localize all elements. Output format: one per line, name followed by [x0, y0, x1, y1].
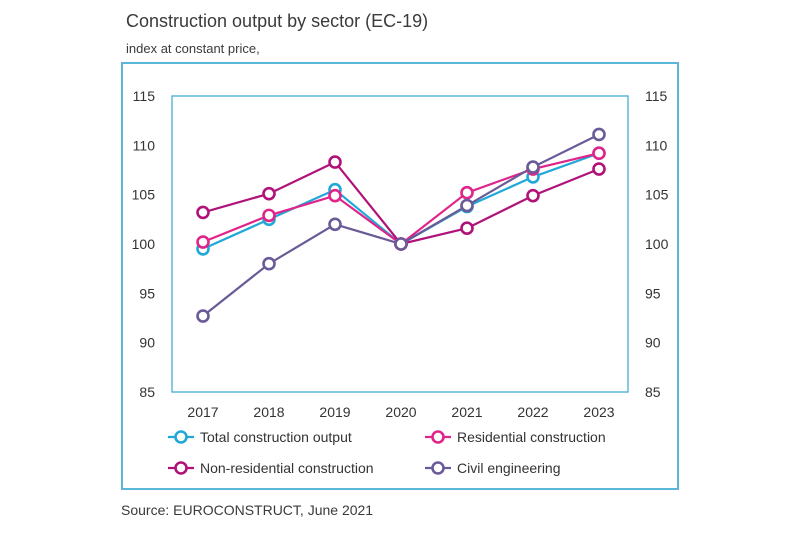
source-note: Source: EUROCONSTRUCT, June 2021 — [121, 502, 373, 518]
y-tick-label-left: 85 — [139, 384, 155, 400]
x-tick-label: 2023 — [583, 404, 614, 420]
legend-label: Residential construction — [457, 429, 606, 445]
x-tick-label: 2019 — [319, 404, 350, 420]
y-tick-label-left: 115 — [133, 88, 156, 104]
data-point — [396, 239, 407, 250]
legend-label: Non-residential construction — [200, 460, 374, 476]
data-point — [264, 188, 275, 199]
legend-swatch-marker — [433, 432, 444, 443]
y-tick-label-right: 105 — [645, 187, 669, 203]
legend-label: Civil engineering — [457, 460, 561, 476]
data-point — [330, 190, 341, 201]
data-point — [198, 311, 209, 322]
data-point — [462, 200, 473, 211]
data-point — [264, 210, 275, 221]
data-point — [462, 223, 473, 234]
y-tick-label-right: 115 — [645, 88, 668, 104]
y-tick-label-right: 90 — [645, 335, 661, 351]
data-point — [198, 237, 209, 248]
legend-swatch-marker — [176, 432, 187, 443]
line-chart: 115 110 105 100 95 90 85 115 110 105 100 95 90 85 20… — [0, 0, 800, 533]
data-point — [528, 162, 539, 173]
x-axis: 2017 2018 2019 2020 2021 2022 2023 — [187, 404, 614, 420]
legend-swatch-marker — [176, 463, 187, 474]
data-point — [594, 148, 605, 159]
y-tick-label-right: 85 — [645, 384, 661, 400]
x-tick-label: 2020 — [385, 404, 416, 420]
y-tick-label-left: 100 — [132, 236, 156, 252]
y-axis-right: 115 110 105 100 95 90 85 — [645, 88, 669, 400]
x-tick-label: 2018 — [253, 404, 284, 420]
x-tick-label: 2021 — [451, 404, 482, 420]
y-tick-label-right: 95 — [645, 285, 661, 301]
data-point — [330, 219, 341, 230]
x-tick-label: 2017 — [187, 404, 218, 420]
data-point — [594, 129, 605, 140]
data-point — [330, 157, 341, 168]
data-point — [528, 190, 539, 201]
y-tick-label-left: 90 — [139, 335, 155, 351]
x-tick-label: 2022 — [517, 404, 548, 420]
legend-swatch-marker — [433, 463, 444, 474]
legend-label: Total construction output — [200, 429, 352, 445]
data-point — [462, 187, 473, 198]
y-axis-left: 115 110 105 100 95 90 85 — [132, 88, 156, 400]
y-tick-label-right: 100 — [645, 236, 669, 252]
legend: Total construction output Residential con… — [168, 429, 606, 476]
y-tick-label-left: 105 — [132, 187, 156, 203]
data-point — [198, 207, 209, 218]
y-tick-label-left: 95 — [139, 285, 155, 301]
data-point — [264, 258, 275, 269]
data-point — [594, 164, 605, 175]
y-tick-label-right: 110 — [645, 137, 668, 153]
y-tick-label-left: 110 — [133, 137, 156, 153]
